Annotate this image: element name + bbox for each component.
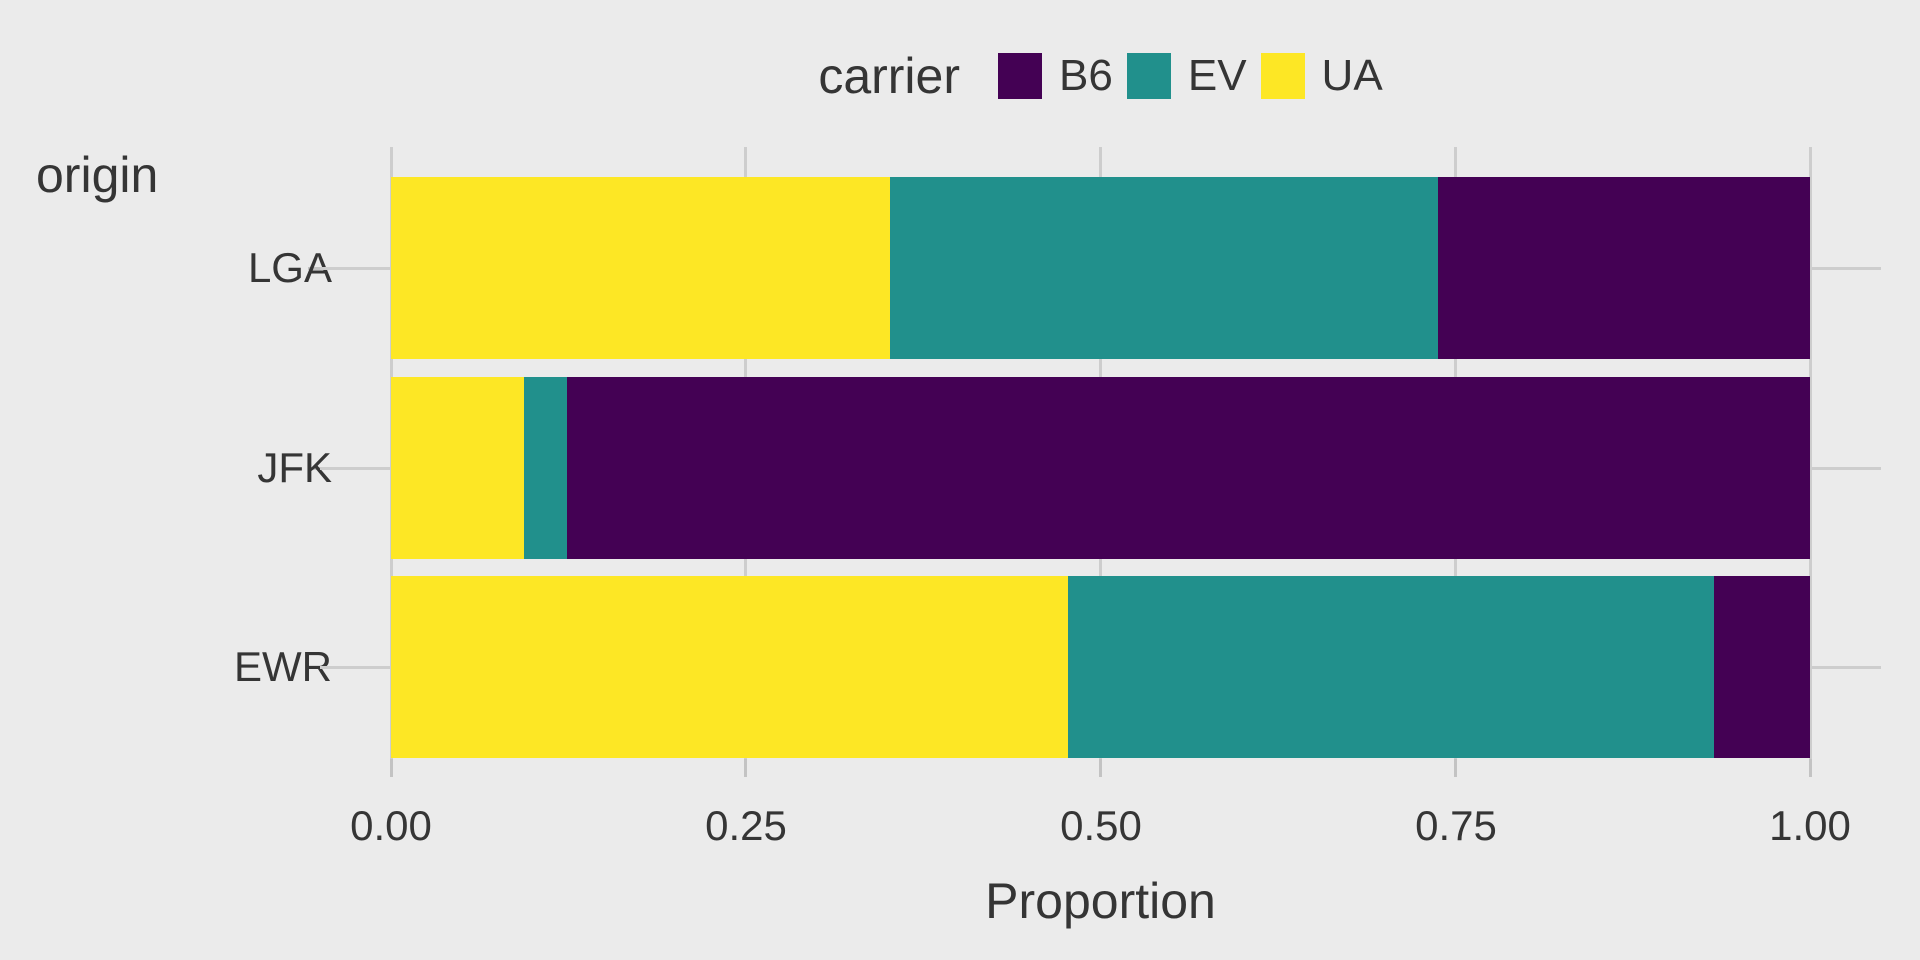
x-axis-tick [1099,759,1102,777]
bar-segment-ewr-ev [1067,576,1714,758]
x-tick-label-50: 0.50 [1060,802,1142,849]
bar-segment-ewr-b6 [1713,576,1810,758]
legend-label-ua: UA [1321,51,1383,100]
bar-segment-jfk-b6 [566,377,1810,559]
x-axis-tick [1808,759,1812,777]
x-tick-label-100: 1.00 [1769,802,1851,849]
bar-row-ewr [391,576,1810,758]
y-tick-label-ewr: EWR [234,643,332,690]
x-tick-label-25: 0.25 [705,802,787,849]
legend-item-b6: B6 [998,51,1113,101]
y-tick-label-lga: LGA [247,244,332,291]
legend-item-ua: UA [1260,51,1383,101]
legend-label-ev: EV [1187,51,1247,100]
bar-row-lga [391,177,1810,359]
y-axis-tick [308,665,320,669]
legend: carrier B6 EV UA [320,48,1881,104]
y-tick-label-jfk: JFK [257,444,332,491]
y-axis-tick [308,466,320,470]
legend-swatch-ev-icon [1126,53,1171,99]
bar-segment-lga-ev [890,177,1439,359]
x-axis-tick [389,759,393,777]
x-tick-label-75: 0.75 [1415,802,1497,849]
bar-segment-jfk-ev [524,377,567,559]
bar-segment-ewr-ua [391,576,1068,758]
x-axis-title: Proportion [985,873,1216,929]
x-axis-tick [1453,759,1457,777]
x-tick-label-0: 0.00 [350,802,432,849]
bar-segment-jfk-ua [391,377,525,559]
y-axis-tick [308,266,320,270]
x-axis-tick [744,759,748,777]
bar-segment-lga-b6 [1438,177,1810,359]
legend-swatch-b6-icon [998,53,1043,99]
legend-item-ev: EV [1126,51,1247,101]
bar-segment-lga-ua [391,177,891,359]
legend-label-b6: B6 [1059,51,1113,100]
legend-title: carrier [818,48,961,104]
gridline-vertical [1808,147,1812,759]
y-axis-title: origin [36,147,159,203]
bar-row-jfk [391,377,1810,559]
legend-swatch-ua-icon [1260,53,1305,99]
plot-panel [320,147,1881,759]
